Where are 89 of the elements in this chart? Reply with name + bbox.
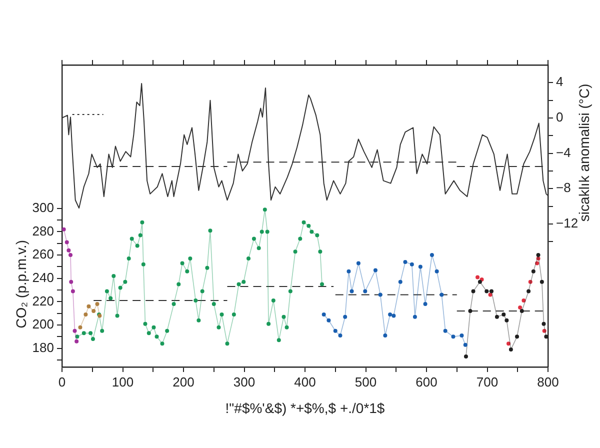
point (69, 280, 74, 284)
point (522, 298, 526, 303)
x-tick-label: 100 (112, 374, 134, 390)
point (544, 334, 548, 339)
x-tick-label: 400 (294, 374, 316, 390)
y2-tick-label: 4 (556, 74, 564, 90)
point (520, 309, 524, 314)
point (64, 240, 69, 244)
point (528, 280, 532, 284)
y2-tick-label: −8 (556, 180, 571, 196)
y-tick-label: 240 (32, 270, 54, 285)
point (440, 292, 444, 297)
point (86, 304, 91, 308)
point (506, 342, 511, 346)
point (508, 348, 513, 352)
point (62, 227, 66, 232)
point (423, 302, 428, 306)
point (542, 322, 546, 326)
point (484, 289, 489, 294)
point (326, 318, 331, 322)
point (74, 339, 79, 344)
point (540, 280, 544, 284)
point (526, 289, 531, 294)
point (410, 262, 414, 266)
x-tick-label: 600 (416, 374, 438, 390)
x-axis-title: !"#$%'&$) *+$%,$ +./0*1$ (225, 400, 385, 416)
point (494, 314, 499, 319)
x-tick-label: 500 (354, 374, 377, 390)
point (72, 328, 77, 333)
point (378, 292, 382, 297)
y-axis-title: CO₂ (p.p.m.v.) (12, 240, 29, 328)
point (463, 342, 468, 347)
y-tick-label: 280 (32, 223, 54, 238)
point (443, 328, 448, 333)
point (392, 314, 396, 318)
point (468, 309, 472, 314)
point (451, 334, 456, 339)
point (383, 334, 388, 338)
point (350, 289, 354, 294)
point (460, 334, 464, 338)
point (412, 314, 417, 319)
point (95, 302, 100, 306)
y-tick-label: 200 (32, 316, 54, 332)
point (333, 328, 338, 333)
point (476, 275, 480, 280)
point (78, 325, 82, 330)
y-tick-label: 220 (32, 293, 54, 308)
point (343, 314, 348, 319)
point (531, 269, 536, 274)
point (464, 354, 468, 359)
x-tick-label: 700 (476, 374, 498, 390)
x-tick-label: 0 (58, 374, 66, 390)
point (70, 289, 75, 294)
point (430, 253, 434, 258)
point (535, 261, 540, 266)
y2-tick-label: −4 (556, 144, 571, 160)
point (84, 312, 88, 317)
point (68, 253, 73, 258)
point (66, 248, 71, 252)
x-tick-label: 300 (233, 374, 256, 390)
point (515, 334, 520, 339)
point (504, 318, 509, 322)
point (346, 269, 351, 274)
point (536, 253, 540, 258)
point (373, 268, 378, 272)
y-tick-label: 180 (32, 340, 54, 355)
point (92, 309, 96, 314)
y2-tick-label: −12 (556, 216, 578, 231)
point (434, 269, 439, 274)
point (518, 306, 522, 310)
x-tick-label: 200 (172, 374, 194, 390)
point (403, 260, 408, 264)
point (502, 312, 506, 317)
y2-tick-label: 0 (556, 110, 564, 125)
point (536, 256, 540, 261)
y-tick-label: 300 (32, 200, 54, 215)
point (418, 264, 422, 269)
y-tick-label: 260 (32, 246, 54, 262)
point (356, 261, 360, 266)
point (338, 334, 342, 338)
point (490, 289, 494, 294)
point (388, 312, 392, 317)
point (363, 289, 368, 294)
point (398, 280, 402, 284)
point (471, 289, 476, 294)
point (488, 292, 492, 297)
point (322, 312, 326, 317)
x-tick-label: 800 (537, 374, 559, 390)
point (542, 328, 546, 333)
